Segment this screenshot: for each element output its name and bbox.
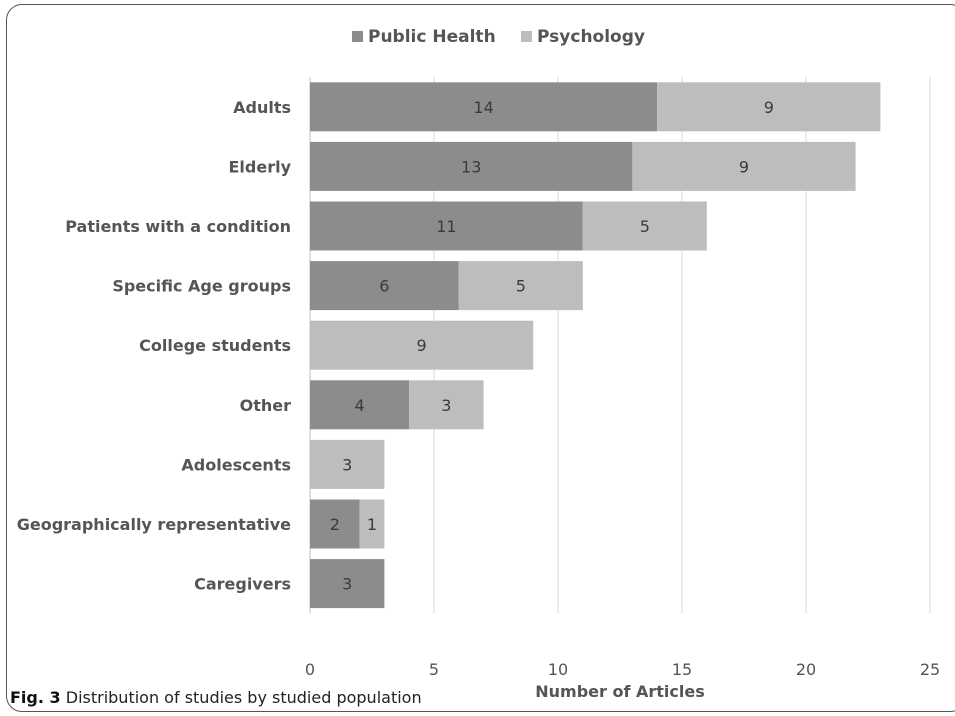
category-label: Adolescents	[181, 455, 291, 474]
figure-frame	[6, 4, 955, 712]
bar-segment	[310, 141, 633, 191]
data-label: 5	[640, 217, 650, 236]
bar-segment	[310, 201, 583, 251]
category-label: Elderly	[228, 157, 291, 176]
bar-segment	[310, 82, 658, 132]
caption-label: Fig. 3	[10, 688, 61, 707]
bar-segment	[582, 201, 707, 251]
category-label: Geographically representative	[17, 515, 291, 534]
data-label: 14	[473, 98, 493, 117]
data-label: 2	[330, 515, 340, 534]
category-label: College students	[139, 336, 291, 355]
legend-label: Psychology	[537, 27, 645, 47]
data-label: 1	[367, 515, 377, 534]
x-axis-title: Number of Articles	[535, 682, 705, 701]
data-label: 3	[441, 396, 451, 415]
x-tick-label: 10	[548, 660, 568, 679]
data-label: 13	[461, 157, 481, 176]
data-label: 3	[342, 455, 352, 474]
bar-segment	[632, 141, 856, 191]
data-label: 6	[379, 277, 389, 296]
legend-swatch	[352, 31, 363, 42]
data-label: 3	[342, 575, 352, 594]
bar-segment	[310, 380, 410, 430]
bar-segment	[310, 439, 385, 489]
category-label: Patients with a condition	[65, 217, 291, 236]
legend-swatch	[521, 31, 532, 42]
x-tick-label: 20	[796, 660, 816, 679]
data-label: 9	[764, 98, 774, 117]
legend-label: Public Health	[368, 27, 496, 47]
data-label: 11	[436, 217, 456, 236]
bar-segment	[310, 261, 459, 311]
category-label: Caregivers	[194, 575, 291, 594]
data-label: 4	[355, 396, 365, 415]
caption-text: Distribution of studies by studied popul…	[65, 688, 422, 707]
x-tick-label: 5	[429, 660, 439, 679]
x-tick-label: 0	[305, 660, 315, 679]
bar-segment	[657, 82, 881, 132]
bar-segment	[359, 499, 385, 549]
x-tick-label: 15	[672, 660, 692, 679]
data-label: 9	[417, 336, 427, 355]
figure-caption: Fig. 3 Distribution of studies by studie…	[10, 688, 422, 707]
data-label: 9	[739, 157, 749, 176]
category-label: Specific Age groups	[112, 277, 291, 296]
bar-segment	[310, 559, 385, 609]
bar-segment	[310, 320, 534, 370]
bar-segment	[310, 499, 360, 549]
category-label: Other	[240, 396, 291, 415]
x-tick-label: 25	[920, 660, 940, 679]
data-label: 5	[516, 277, 526, 296]
category-label: Adults	[233, 98, 291, 117]
bar-segment	[458, 261, 583, 311]
bar-segment	[409, 380, 484, 430]
